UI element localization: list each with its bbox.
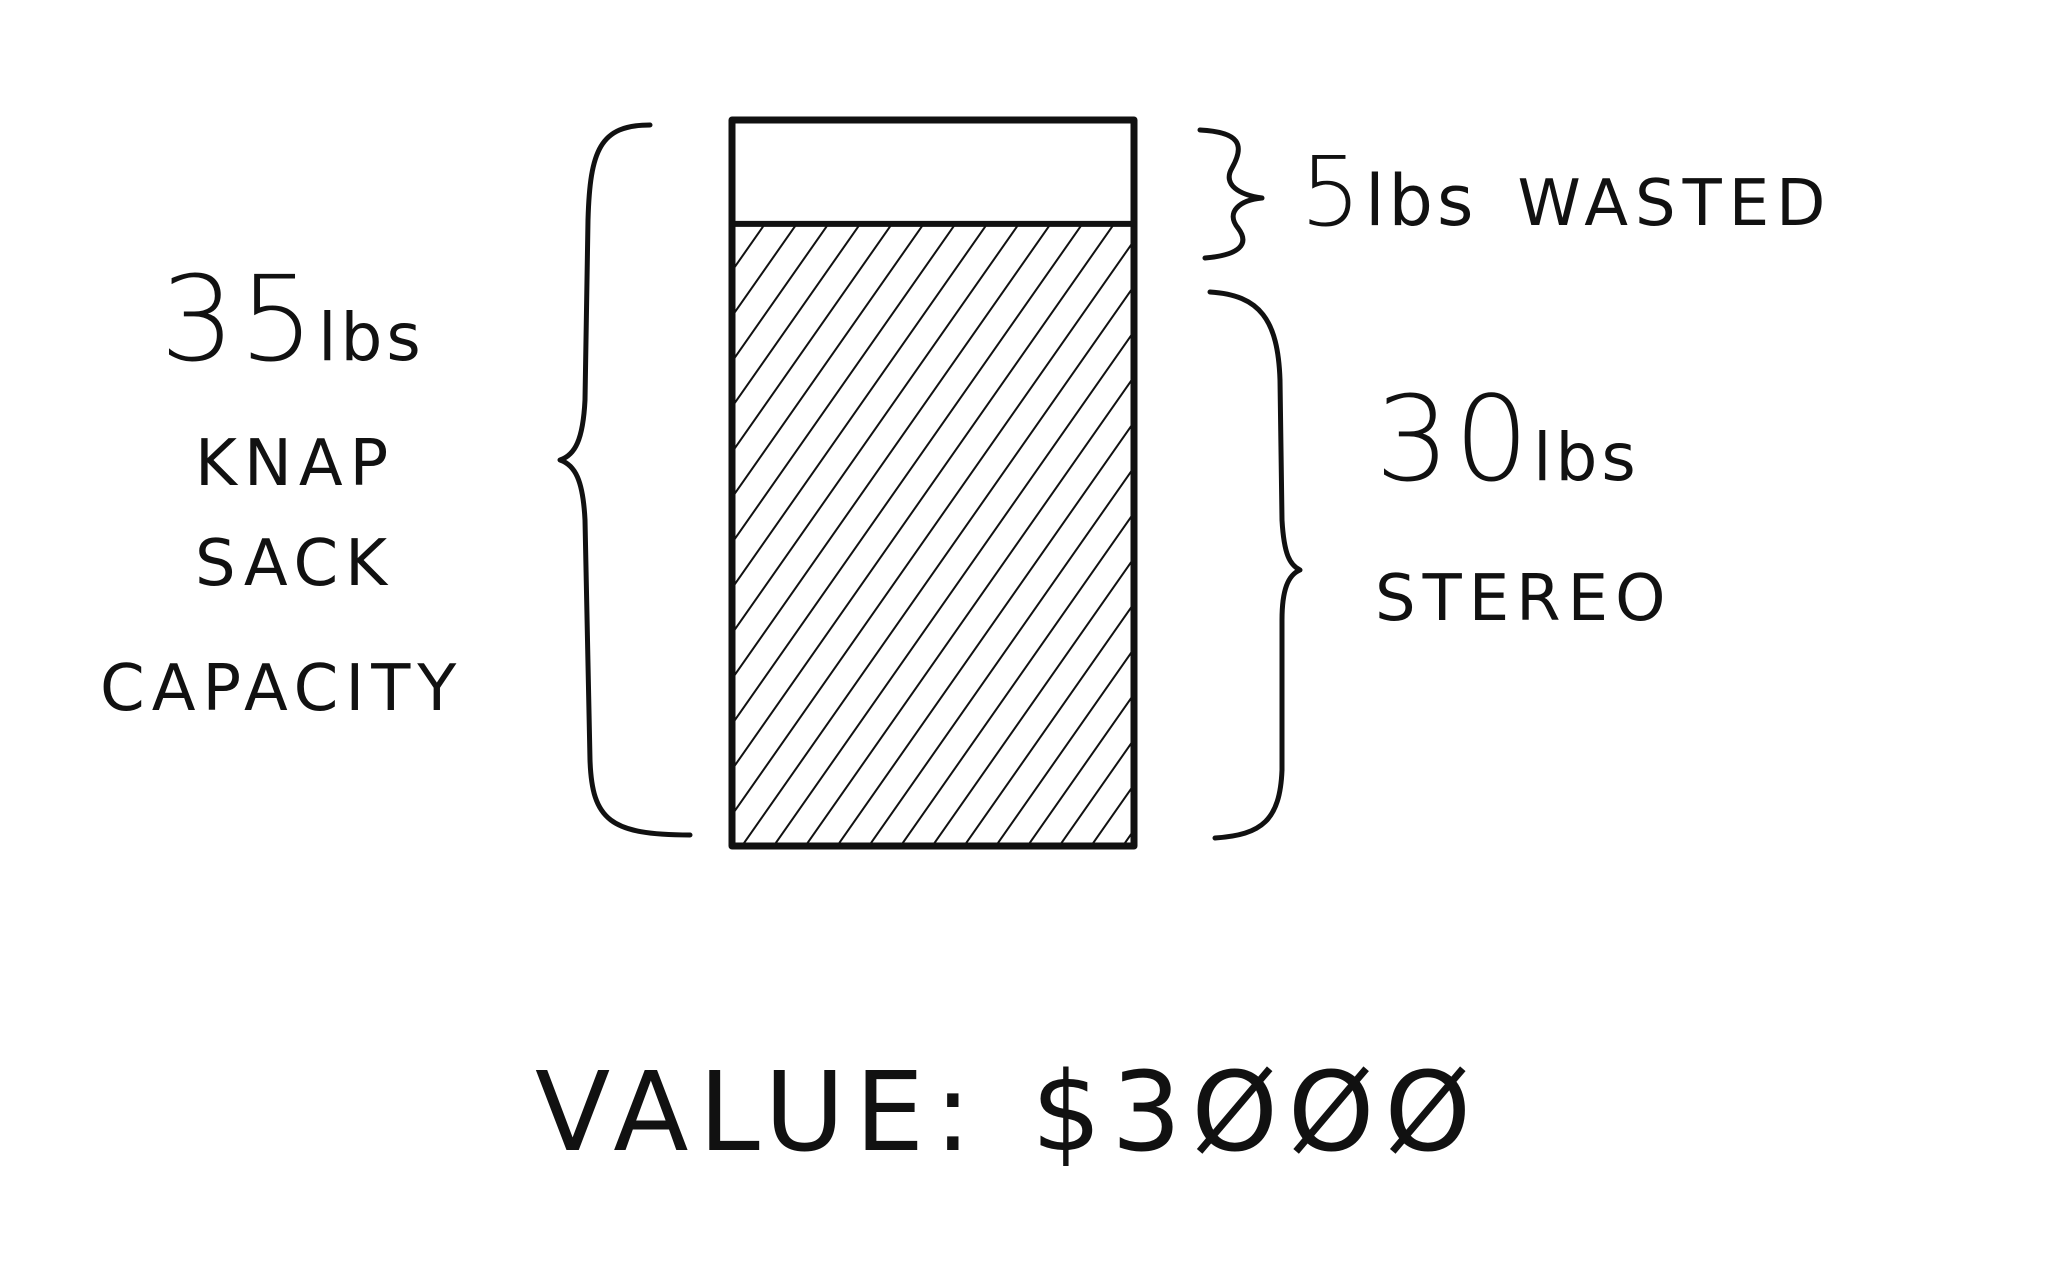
wasted-unit: lbs — [1365, 160, 1477, 242]
wasted-weight: 5 — [1300, 136, 1365, 248]
svg-text:30lbs: 30lbs — [1375, 370, 1640, 508]
value-line: VALUE: $3ØØØ — [535, 1048, 1481, 1176]
knapsack-outline — [728, 116, 1138, 850]
capacity-weight: 35 — [160, 250, 318, 388]
capacity-label-line-1: KNAP — [195, 427, 395, 501]
svg-text:35lbs: 35lbs — [160, 250, 425, 388]
capacity-label: 35lbs KNAP SACK CAPACITY — [100, 250, 463, 726]
capacity-brace — [557, 122, 693, 838]
wasted-brace — [1197, 127, 1265, 261]
stereo-label: 30lbs STEREO — [1375, 370, 1672, 636]
wasted-text: WASTED — [1517, 167, 1832, 241]
stereo-fill — [732, 223, 1134, 846]
knapsack-box — [728, 116, 1138, 850]
stereo-brace — [1207, 289, 1303, 841]
value-label: VALUE: — [535, 1048, 981, 1176]
capacity-unit: lbs — [318, 299, 425, 376]
stereo-weight: 30 — [1375, 370, 1533, 508]
capacity-label-line-2: SACK — [195, 527, 394, 601]
capacity-label-line-3: CAPACITY — [100, 652, 463, 726]
stereo-text: STEREO — [1375, 562, 1672, 636]
value-amount: $3ØØØ — [1031, 1048, 1481, 1176]
wasted-label-group: 5lbs WASTED — [1300, 136, 1832, 248]
stereo-unit: lbs — [1533, 419, 1640, 496]
